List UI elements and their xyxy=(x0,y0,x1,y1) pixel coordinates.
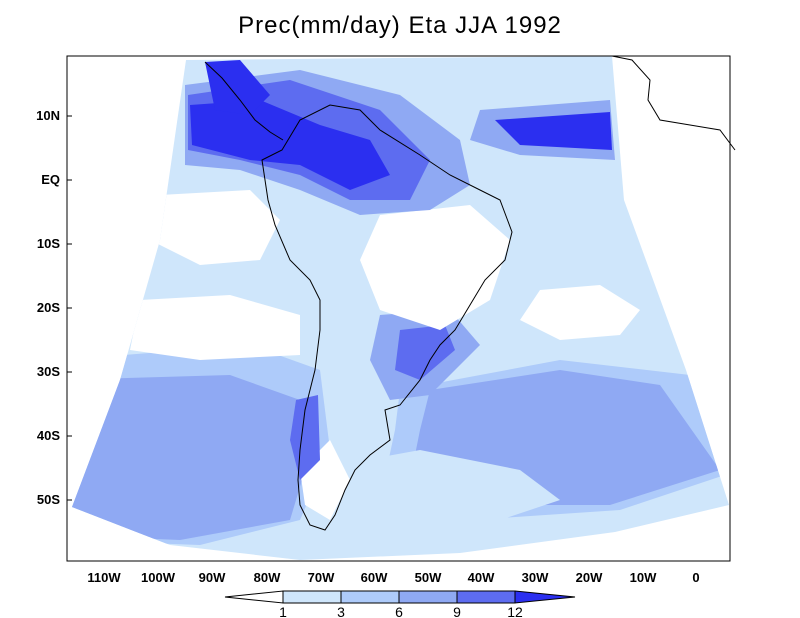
precip-dry-pacific-south xyxy=(130,295,300,360)
lon-label: 80W xyxy=(254,570,281,585)
lat-label: 20S xyxy=(37,300,60,315)
precip-field xyxy=(72,56,729,560)
lon-label: 0 xyxy=(692,570,699,585)
colorbar-swatch-9-12 xyxy=(456,590,516,604)
lon-label: 70W xyxy=(308,570,335,585)
colorbar-label: 6 xyxy=(395,604,403,618)
lon-label: 110W xyxy=(87,570,121,585)
colorbar-swatch-gt12 xyxy=(514,590,576,604)
africa-coastline xyxy=(611,55,736,151)
map-title: Prec(mm/day) Eta JJA 1992 xyxy=(238,12,562,39)
latitude-axis: 10N EQ 10S 20S 30S 40S 50S xyxy=(36,108,72,507)
colorbar-label: 1 xyxy=(279,604,287,618)
south-america-coastline xyxy=(261,104,513,531)
precip-caribbean-gt12 xyxy=(205,60,270,115)
precip-dry-pacific xyxy=(150,190,280,265)
precip-southeast-9-12 xyxy=(395,325,455,380)
lat-label: 50S xyxy=(37,492,60,507)
precip-atlantic-itcz-gt12 xyxy=(495,112,612,150)
colorbar-label: 3 xyxy=(337,604,345,618)
longitude-axis: 110W 100W 90W 80W 70W 60W 50W 40W 30W 20… xyxy=(87,570,699,585)
lon-label: 10W xyxy=(630,570,657,585)
lon-label: 100W xyxy=(141,570,176,585)
lon-label: 20W xyxy=(576,570,603,585)
colorbar-swatch-1-3 xyxy=(282,590,342,604)
lat-label: 10N xyxy=(36,108,60,123)
lat-label: 40S xyxy=(37,428,60,443)
lon-label: 60W xyxy=(361,570,388,585)
lat-label: 10S xyxy=(37,236,60,251)
precip-dry-brazil xyxy=(360,205,510,330)
precip-dry-atlantic xyxy=(520,285,640,340)
lat-label: 30S xyxy=(37,364,60,379)
colorbar-swatch-3-6 xyxy=(340,590,400,604)
central-america-coastline xyxy=(204,61,284,141)
colorbar-swatch-lt1 xyxy=(224,590,284,604)
lat-label: EQ xyxy=(41,172,60,187)
precip-southern-1-3-lobe xyxy=(310,450,560,530)
lon-label: 30W xyxy=(522,570,549,585)
colorbar-label: 9 xyxy=(453,604,461,618)
lon-label: 50W xyxy=(415,570,442,585)
colorbar xyxy=(224,590,576,604)
precip-southern-6-9 xyxy=(72,375,305,540)
lon-label: 90W xyxy=(199,570,226,585)
colorbar-swatch-6-9 xyxy=(398,590,458,604)
precip-itcz-gt12 xyxy=(190,100,390,190)
colorbar-label: 12 xyxy=(507,604,523,618)
precip-chile-9-12 xyxy=(290,395,320,480)
lon-label: 40W xyxy=(468,570,495,585)
colorbar-labels: 1 3 6 9 12 xyxy=(279,604,523,618)
